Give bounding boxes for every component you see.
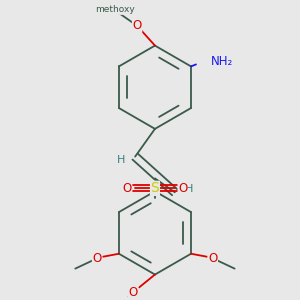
Text: O: O <box>133 19 142 32</box>
Text: H: H <box>184 184 193 194</box>
Text: O: O <box>92 252 102 265</box>
Text: O: O <box>123 182 132 195</box>
Text: methoxy: methoxy <box>95 5 135 14</box>
Text: O: O <box>128 286 138 299</box>
Text: NH₂: NH₂ <box>211 55 233 68</box>
Text: H: H <box>117 154 125 165</box>
Text: O: O <box>178 182 187 195</box>
Text: O: O <box>208 252 218 265</box>
Text: S: S <box>151 181 159 195</box>
